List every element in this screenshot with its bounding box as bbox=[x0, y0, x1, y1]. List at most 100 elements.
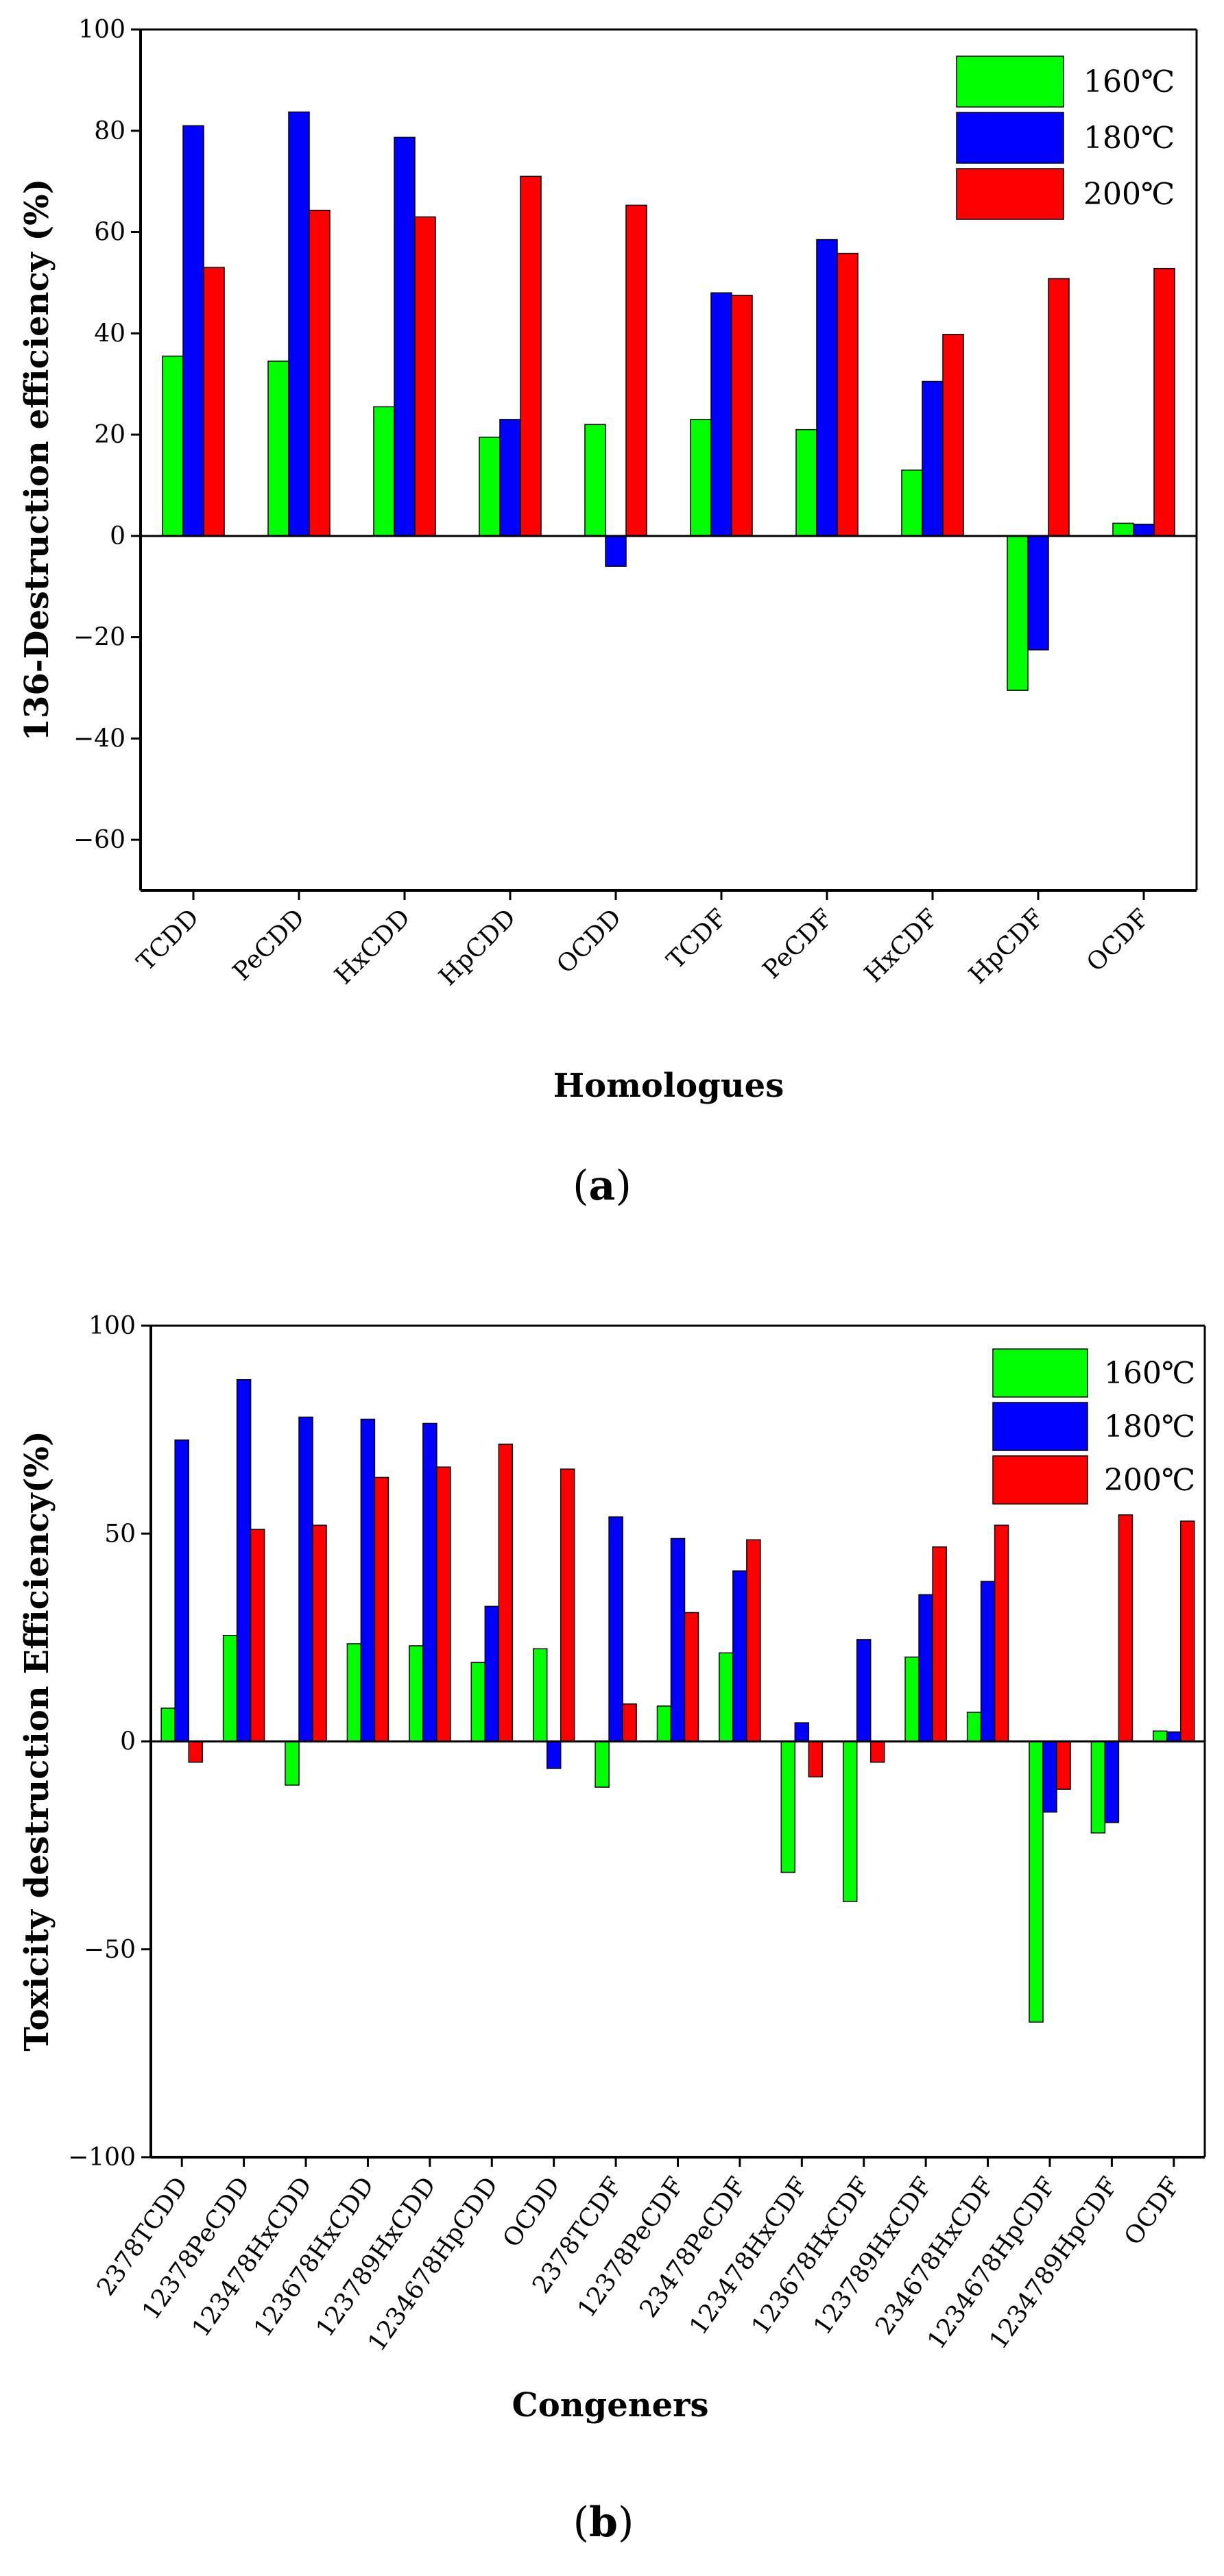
chart-a-ytick-label: −60 bbox=[73, 826, 125, 854]
chart-b-bar-s200-8 bbox=[684, 1612, 699, 1742]
chart-a-bar-s180-4 bbox=[605, 535, 627, 567]
chart-a-bar-s200-1 bbox=[309, 210, 331, 537]
chart-b-bar-s200-4 bbox=[436, 1466, 451, 1742]
chart-b-bar-s180-9 bbox=[732, 1570, 747, 1742]
chart-b-bar-s160-0 bbox=[160, 1708, 176, 1742]
chart-b: −100 −50 0 50 100 2378TCDD12378PeCDD123478Hx… bbox=[18, 1312, 1206, 2547]
chart-b-bar-s180-3 bbox=[360, 1418, 376, 1742]
chart-b-bar-s200-5 bbox=[498, 1444, 514, 1742]
chart-a-legend-label-s180: 180℃ bbox=[1083, 121, 1175, 156]
chart-b-ytick-label: 100 bbox=[88, 1312, 136, 1340]
chart-b-bar-s180-7 bbox=[608, 1516, 623, 1742]
chart-b-bar-s180-11 bbox=[856, 1639, 872, 1742]
chart-b-bar-s160-10 bbox=[780, 1740, 796, 1873]
chart-b-ytick-label: −50 bbox=[84, 1936, 136, 1964]
chart-a-bar-s200-2 bbox=[414, 216, 436, 537]
chart-a-category-label: TCDF bbox=[662, 903, 733, 975]
chart-b-bar-s160-15 bbox=[1090, 1740, 1106, 1834]
chart-b-bar-s160-8 bbox=[656, 1705, 672, 1742]
chart-b-caption: (b) bbox=[573, 2499, 634, 2547]
chart-b-bar-s160-5 bbox=[470, 1662, 486, 1742]
chart-b-bar-s200-7 bbox=[622, 1703, 637, 1742]
chart-a-x-ticks bbox=[192, 890, 1145, 900]
chart-b-bar-s180-6 bbox=[546, 1740, 562, 1769]
chart-a-bar-s200-7 bbox=[942, 334, 964, 537]
chart-b-bar-s200-12 bbox=[932, 1546, 947, 1742]
chart-a-ytick-label: 0 bbox=[110, 522, 125, 550]
chart-a-bar-s200-4 bbox=[625, 204, 647, 537]
chart-a-bar-s160-3 bbox=[479, 437, 501, 537]
chart-b-bar-s200-0 bbox=[188, 1740, 203, 1763]
chart-a-ytick-label: 80 bbox=[94, 117, 125, 145]
chart-b-bar-s200-13 bbox=[994, 1524, 1009, 1742]
chart-b-bar-s160-16 bbox=[1153, 1730, 1168, 1742]
chart-a-bar-s200-5 bbox=[731, 295, 753, 537]
chart-a-bar-s180-1 bbox=[288, 111, 310, 537]
chart-b-bar-s200-2 bbox=[312, 1524, 327, 1742]
chart-b-bar-s200-6 bbox=[560, 1468, 575, 1742]
chart-a-ytick-label: 40 bbox=[94, 319, 125, 348]
chart-a-category-label: HpCDF bbox=[963, 903, 1049, 989]
chart-b-xlabel: Congeners bbox=[512, 2386, 709, 2425]
chart-b-bar-s160-12 bbox=[904, 1656, 920, 1742]
chart-a-bar-s160-9 bbox=[1112, 522, 1134, 537]
chart-a-ytick-label: 20 bbox=[94, 421, 125, 449]
chart-a-bar-s160-7 bbox=[901, 470, 923, 537]
chart-a-bar-s200-8 bbox=[1048, 278, 1070, 537]
chart-b-bar-s180-10 bbox=[794, 1722, 810, 1742]
chart-a-bar-s200-6 bbox=[837, 252, 859, 537]
chart-b-bar-s180-15 bbox=[1104, 1740, 1120, 1823]
chart-b-bar-s180-2 bbox=[298, 1416, 313, 1742]
chart-a-y-ticks: −60 −40 −20 0 20 40 60 80 100 bbox=[73, 16, 141, 854]
chart-a-bar-s160-8 bbox=[1007, 535, 1029, 691]
chart-a-category-label: PeCDD bbox=[228, 903, 310, 986]
chart-b-bar-s200-14 bbox=[1056, 1740, 1071, 1790]
chart-b-ytick-label: −100 bbox=[68, 2143, 136, 2172]
chart-a-bar-s180-8 bbox=[1027, 535, 1049, 651]
chart-a-bar-s180-0 bbox=[182, 125, 204, 537]
chart-b-ylabel: Toxicity destruction Efficiency(%) bbox=[18, 1431, 56, 2051]
chart-b-bar-s160-3 bbox=[346, 1643, 362, 1742]
chart-b-bar-s200-11 bbox=[869, 1740, 885, 1763]
chart-b-ytick-label: 50 bbox=[104, 1520, 136, 1548]
chart-a-bars bbox=[162, 111, 1175, 691]
chart-b-bar-s160-9 bbox=[719, 1652, 734, 1742]
chart-a-bar-s160-5 bbox=[690, 419, 712, 537]
chart-b-bar-s160-4 bbox=[409, 1645, 424, 1742]
chart-b-category-label: OCDD bbox=[498, 2172, 566, 2253]
chart-a-legend: 160℃ 180℃ 200℃ bbox=[956, 56, 1175, 220]
chart-a-legend-swatch-s180 bbox=[956, 112, 1064, 164]
chart-a-bar-s160-2 bbox=[373, 406, 395, 537]
chart-a-category-label: HpCDD bbox=[434, 903, 522, 991]
chart-b-bar-s160-6 bbox=[532, 1648, 548, 1742]
chart-a-ytick-label: 100 bbox=[78, 16, 125, 44]
chart-b-bar-s180-5 bbox=[484, 1605, 500, 1742]
chart-b-bar-s160-1 bbox=[222, 1635, 238, 1742]
chart-a-bar-s180-7 bbox=[922, 380, 944, 537]
chart-a-ytick-label: −20 bbox=[73, 624, 125, 652]
chart-a-bar-s200-9 bbox=[1153, 267, 1175, 537]
chart-b-legend: 160℃ 180℃ 200℃ bbox=[992, 1348, 1195, 1505]
chart-b-bar-s160-11 bbox=[842, 1740, 858, 1902]
chart-a-category-labels: TCDD PeCDD HxCDD HpCDD OCDD TCDF PeCDF HxCDF HpC… bbox=[132, 903, 1155, 991]
chart-a-ytick-label: 60 bbox=[94, 219, 125, 247]
chart-b-category-label: OCDF bbox=[1119, 2172, 1186, 2250]
chart-b-bars bbox=[160, 1379, 1195, 2023]
chart-a-legend-label-s200: 200℃ bbox=[1083, 177, 1175, 212]
chart-b-legend-swatch-s180 bbox=[992, 1402, 1088, 1451]
chart-a-bar-s180-2 bbox=[394, 136, 416, 537]
chart-a-bar-s180-3 bbox=[499, 419, 521, 537]
chart-a-legend-swatch-s160 bbox=[956, 56, 1064, 108]
chart-a-xlabel: Homologues bbox=[553, 1067, 784, 1105]
chart-b-legend-swatch-s160 bbox=[992, 1348, 1088, 1398]
chart-a-bar-s180-9 bbox=[1133, 524, 1155, 537]
chart-b-bar-s200-16 bbox=[1180, 1520, 1195, 1742]
chart-a-bar-s160-4 bbox=[584, 424, 606, 537]
chart-b-bar-s200-1 bbox=[250, 1529, 265, 1742]
chart-a-ylabel: 136-Destruction efficiency (%) bbox=[18, 179, 56, 742]
chart-a-ytick-label: −40 bbox=[73, 725, 125, 753]
chart-b-bar-s180-0 bbox=[174, 1439, 189, 1742]
chart-a-bar-s180-6 bbox=[816, 239, 838, 537]
chart-b-bar-s180-14 bbox=[1042, 1740, 1057, 1813]
chart-b-legend-label-s200: 200℃ bbox=[1104, 1463, 1195, 1498]
